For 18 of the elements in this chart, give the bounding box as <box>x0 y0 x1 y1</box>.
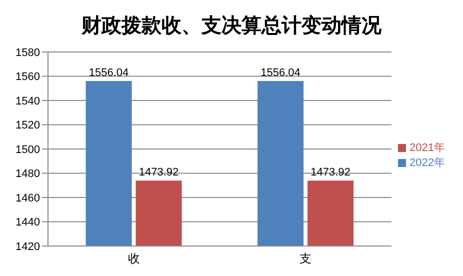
data-label: 1473.92 <box>310 166 350 179</box>
x-tick-label: 支 <box>300 252 312 266</box>
chart-title: 财政拨款收、支决算总计变动情况 <box>80 12 382 39</box>
y-tick-label: 1460 <box>16 192 40 204</box>
y-tick-label: 1540 <box>16 95 40 108</box>
data-label: 1556.04 <box>88 67 129 80</box>
y-tick-label: 1480 <box>16 168 40 180</box>
y-tick-label: 1520 <box>16 120 40 132</box>
y-tick-label: 1560 <box>16 71 40 84</box>
y-tick-label: 1500 <box>16 144 40 156</box>
data-label: 1556.04 <box>260 67 300 80</box>
data-label: 1473.92 <box>138 166 179 179</box>
legend-label: 2021年 <box>410 142 445 154</box>
legend-label: 2022年 <box>410 157 445 169</box>
y-tick-label: 1580 <box>16 46 40 59</box>
y-tick-label: 1420 <box>16 240 40 253</box>
x-tick-label: 收 <box>128 252 140 266</box>
y-tick-label: 1440 <box>16 216 40 229</box>
